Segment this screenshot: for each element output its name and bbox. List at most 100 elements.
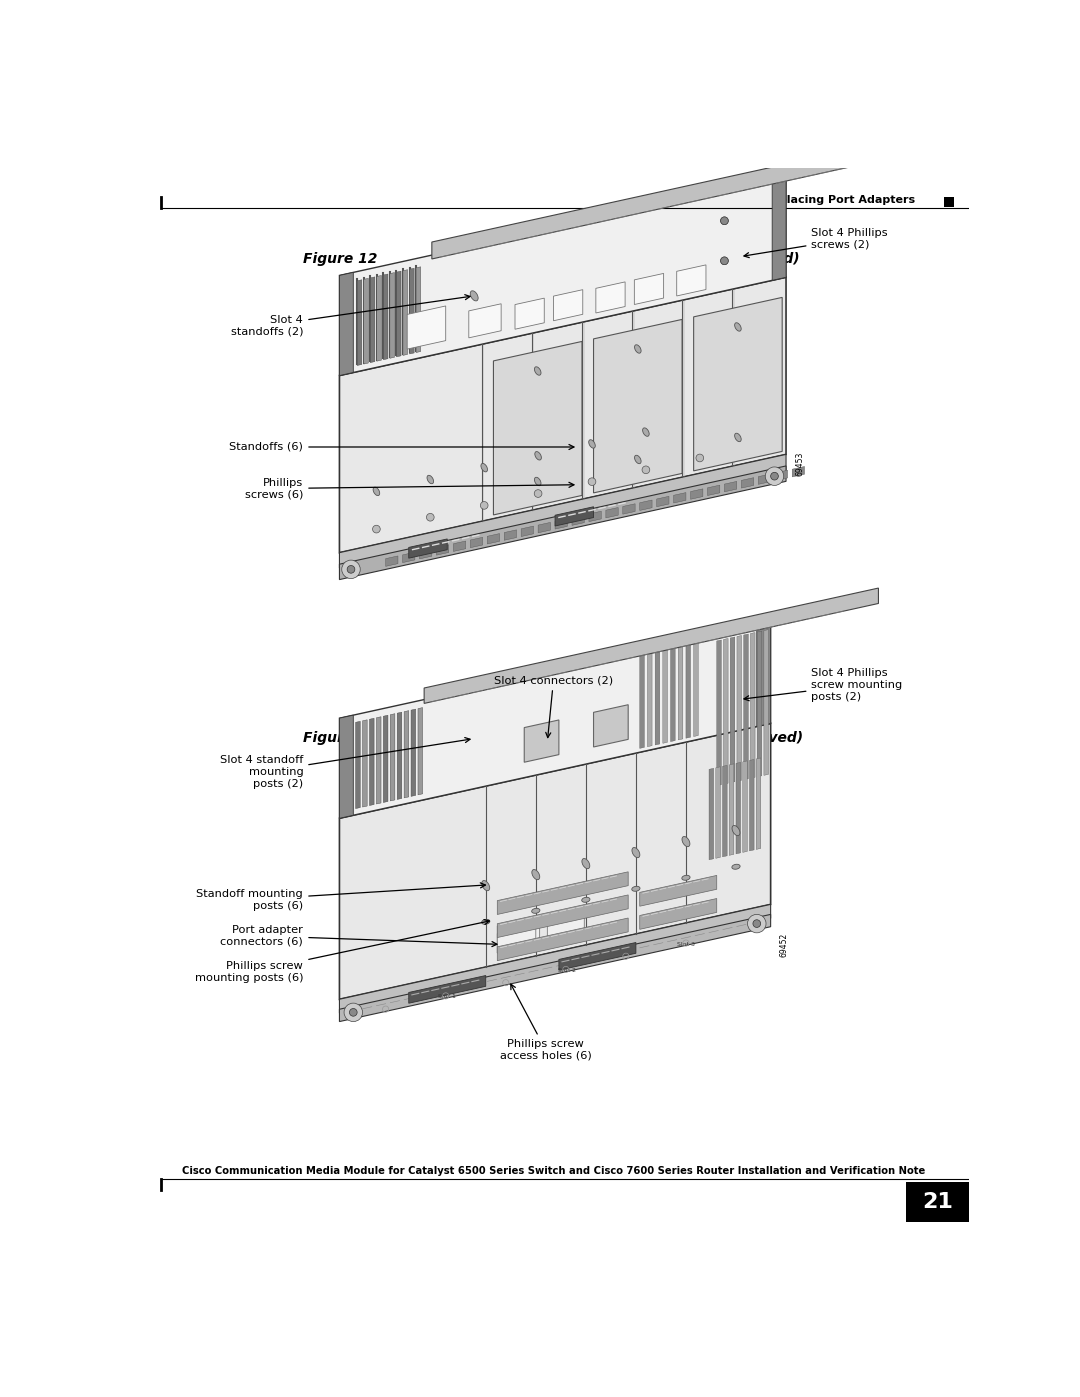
Polygon shape — [639, 500, 652, 510]
Circle shape — [696, 454, 704, 462]
Polygon shape — [729, 764, 734, 855]
Ellipse shape — [643, 427, 649, 436]
Polygon shape — [524, 719, 558, 763]
Polygon shape — [555, 507, 594, 527]
Text: 69452: 69452 — [780, 933, 788, 957]
Circle shape — [720, 257, 728, 264]
Circle shape — [535, 490, 542, 497]
Ellipse shape — [482, 880, 489, 891]
Polygon shape — [735, 763, 741, 854]
Polygon shape — [409, 268, 414, 353]
Circle shape — [589, 478, 596, 486]
Circle shape — [720, 257, 728, 264]
Polygon shape — [716, 767, 720, 858]
Text: Standoff mounting
posts (6): Standoff mounting posts (6) — [197, 883, 485, 911]
Polygon shape — [339, 623, 771, 819]
Polygon shape — [390, 272, 394, 358]
Polygon shape — [408, 539, 447, 559]
Polygon shape — [678, 638, 683, 740]
Ellipse shape — [632, 848, 639, 858]
Polygon shape — [355, 721, 361, 809]
Circle shape — [766, 467, 784, 485]
Polygon shape — [639, 647, 645, 749]
Polygon shape — [397, 712, 402, 799]
Text: Slot 4 standoff
mounting
posts (2): Slot 4 standoff mounting posts (2) — [220, 738, 470, 789]
Circle shape — [427, 514, 434, 521]
Polygon shape — [743, 761, 747, 852]
Ellipse shape — [732, 865, 740, 869]
Circle shape — [341, 560, 361, 578]
Polygon shape — [424, 588, 878, 704]
Polygon shape — [339, 904, 771, 1013]
Polygon shape — [594, 704, 629, 747]
Polygon shape — [710, 768, 714, 859]
Polygon shape — [639, 898, 717, 929]
Ellipse shape — [582, 897, 590, 902]
Polygon shape — [730, 637, 734, 782]
Polygon shape — [723, 766, 727, 856]
Ellipse shape — [482, 919, 490, 925]
Polygon shape — [494, 341, 582, 515]
Text: Module (Top View with Port Adapters Removed): Module (Top View with Port Adapters Remo… — [430, 731, 804, 745]
Polygon shape — [558, 943, 636, 970]
Ellipse shape — [635, 345, 642, 353]
Text: Module (Top View with Port Adapters Installed): Module (Top View with Port Adapters Inst… — [430, 253, 800, 267]
Circle shape — [347, 566, 355, 573]
Ellipse shape — [531, 869, 540, 880]
Text: Figure 13: Figure 13 — [303, 731, 378, 745]
Text: Figure 12: Figure 12 — [303, 253, 378, 267]
Polygon shape — [606, 507, 618, 518]
Ellipse shape — [681, 876, 690, 880]
Text: Slot 4 Phillips
screws (2): Slot 4 Phillips screws (2) — [744, 228, 888, 257]
Polygon shape — [408, 975, 486, 1003]
Polygon shape — [403, 552, 415, 563]
Polygon shape — [757, 623, 771, 726]
Text: Cisco Communication Media Module for Catalyst 6500 Series Switch and Cisco 7600 : Cisco Communication Media Module for Cat… — [181, 1165, 926, 1175]
Polygon shape — [471, 538, 483, 548]
Ellipse shape — [481, 464, 487, 472]
Polygon shape — [369, 718, 374, 806]
Circle shape — [642, 467, 650, 474]
Polygon shape — [454, 541, 465, 552]
Ellipse shape — [582, 859, 590, 869]
Text: Slot 4 Phillips
screw mounting
posts (2): Slot 4 Phillips screw mounting posts (2) — [744, 668, 903, 701]
Polygon shape — [339, 277, 786, 553]
Text: Standoffs (6): Standoffs (6) — [229, 441, 573, 453]
Polygon shape — [717, 640, 721, 785]
Polygon shape — [594, 320, 683, 493]
Polygon shape — [756, 759, 760, 849]
Polygon shape — [497, 925, 536, 953]
Ellipse shape — [635, 455, 642, 464]
Text: Slot 4
standoffs (2): Slot 4 standoffs (2) — [231, 295, 470, 337]
Ellipse shape — [734, 323, 741, 331]
Polygon shape — [436, 545, 449, 555]
Polygon shape — [548, 915, 584, 942]
Polygon shape — [623, 504, 635, 514]
Ellipse shape — [531, 908, 540, 914]
Polygon shape — [751, 633, 755, 778]
Polygon shape — [589, 511, 602, 521]
Bar — [906, 1182, 969, 1222]
Polygon shape — [793, 467, 805, 476]
Polygon shape — [554, 289, 583, 321]
Polygon shape — [657, 496, 669, 507]
Text: Phillips screw
access holes (6): Phillips screw access holes (6) — [500, 983, 592, 1060]
Polygon shape — [663, 643, 667, 743]
Ellipse shape — [535, 451, 541, 460]
Circle shape — [720, 217, 728, 225]
Polygon shape — [339, 467, 786, 580]
Text: Slot 3: Slot 3 — [677, 942, 694, 947]
Ellipse shape — [535, 478, 541, 486]
Polygon shape — [750, 760, 754, 851]
Polygon shape — [671, 640, 675, 742]
Text: 21: 21 — [922, 1192, 954, 1211]
Polygon shape — [497, 872, 629, 915]
Polygon shape — [390, 714, 395, 800]
Polygon shape — [741, 478, 754, 488]
Circle shape — [771, 472, 779, 481]
Polygon shape — [497, 918, 629, 961]
Polygon shape — [737, 636, 742, 781]
Polygon shape — [407, 306, 446, 349]
Circle shape — [345, 1003, 363, 1021]
Circle shape — [481, 502, 488, 510]
